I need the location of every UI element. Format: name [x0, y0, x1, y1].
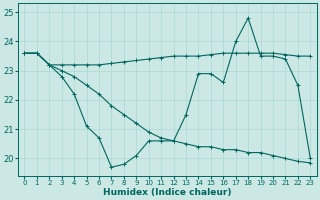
X-axis label: Humidex (Indice chaleur): Humidex (Indice chaleur) — [103, 188, 232, 197]
